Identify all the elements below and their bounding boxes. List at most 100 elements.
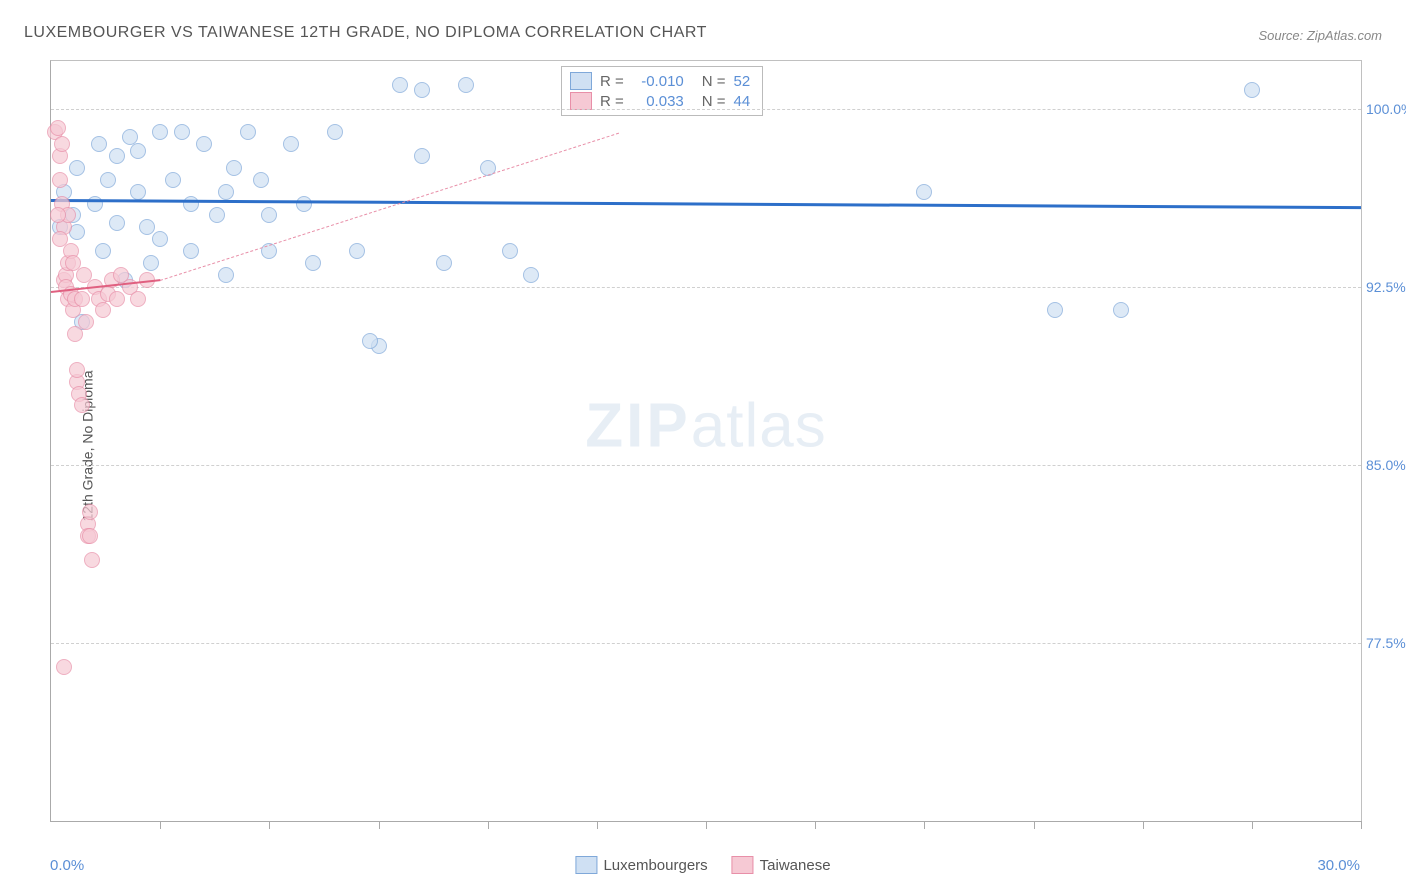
data-point <box>1113 302 1129 318</box>
data-point <box>253 172 269 188</box>
n-label: N = <box>702 93 726 110</box>
legend-swatch <box>570 92 592 110</box>
x-tick <box>815 821 816 829</box>
data-point <box>139 219 155 235</box>
chart-title: LUXEMBOURGER VS TAIWANESE 12TH GRADE, NO… <box>24 24 707 42</box>
watermark: ZIPatlas <box>585 390 826 461</box>
x-tick <box>1252 821 1253 829</box>
data-point <box>283 136 299 152</box>
x-axis-max-label: 30.0% <box>1317 857 1360 874</box>
data-point <box>1244 82 1260 98</box>
data-point <box>261 207 277 223</box>
data-point <box>52 172 68 188</box>
gridline <box>51 287 1361 288</box>
series-legend: Luxembourgers Taiwanese <box>575 856 830 874</box>
x-axis-min-label: 0.0% <box>50 857 84 874</box>
data-point <box>218 267 234 283</box>
x-tick <box>160 821 161 829</box>
legend-label: Luxembourgers <box>603 857 707 874</box>
data-point <box>82 528 98 544</box>
data-point <box>78 314 94 330</box>
data-point <box>392 77 408 93</box>
data-point <box>458 77 474 93</box>
x-tick <box>924 821 925 829</box>
y-tick-label: 100.0% <box>1366 101 1406 117</box>
data-point <box>165 172 181 188</box>
data-point <box>209 207 225 223</box>
x-tick <box>706 821 707 829</box>
x-tick <box>488 821 489 829</box>
data-point <box>349 243 365 259</box>
data-point <box>69 160 85 176</box>
gridline <box>51 109 1361 110</box>
legend-item: Luxembourgers <box>575 856 707 874</box>
n-label: N = <box>702 73 726 90</box>
data-point <box>82 504 98 520</box>
data-point <box>305 255 321 271</box>
r-label: R = <box>600 73 624 90</box>
data-point <box>183 196 199 212</box>
x-tick <box>1143 821 1144 829</box>
data-point <box>95 302 111 318</box>
data-point <box>296 196 312 212</box>
data-point <box>109 291 125 307</box>
data-point <box>196 136 212 152</box>
data-point <box>174 124 190 140</box>
data-point <box>130 291 146 307</box>
source-credit: Source: ZipAtlas.com <box>1258 28 1382 43</box>
legend-swatch <box>732 856 754 874</box>
legend-swatch <box>575 856 597 874</box>
data-point <box>414 148 430 164</box>
data-point <box>523 267 539 283</box>
data-point <box>1047 302 1063 318</box>
data-point <box>152 231 168 247</box>
data-point <box>130 143 146 159</box>
legend-item: Taiwanese <box>732 856 831 874</box>
data-point <box>436 255 452 271</box>
x-tick <box>1034 821 1035 829</box>
data-point <box>87 196 103 212</box>
stats-row: R =-0.010N =52 <box>570 71 750 91</box>
trend-line <box>51 199 1361 209</box>
scatter-chart: ZIPatlas R =-0.010N =52R =0.033N =44 100… <box>50 60 1362 822</box>
data-point <box>95 243 111 259</box>
data-point <box>56 659 72 675</box>
data-point <box>916 184 932 200</box>
data-point <box>50 207 66 223</box>
data-point <box>69 362 85 378</box>
r-value: 0.033 <box>632 93 684 110</box>
data-point <box>327 124 343 140</box>
data-point <box>74 291 90 307</box>
x-tick <box>269 821 270 829</box>
data-point <box>240 124 256 140</box>
data-point <box>218 184 234 200</box>
x-tick <box>597 821 598 829</box>
y-tick-label: 77.5% <box>1366 635 1406 651</box>
data-point <box>183 243 199 259</box>
legend-swatch <box>570 72 592 90</box>
n-value: 52 <box>734 73 751 90</box>
x-tick <box>379 821 380 829</box>
y-tick-label: 85.0% <box>1366 457 1406 473</box>
trend-line-extrapolated <box>160 132 619 280</box>
r-label: R = <box>600 93 624 110</box>
data-point <box>54 136 70 152</box>
data-point <box>52 231 68 247</box>
gridline <box>51 465 1361 466</box>
data-point <box>143 255 159 271</box>
data-point <box>362 333 378 349</box>
data-point <box>414 82 430 98</box>
legend-label: Taiwanese <box>760 857 831 874</box>
data-point <box>100 172 116 188</box>
data-point <box>130 184 146 200</box>
data-point <box>152 124 168 140</box>
data-point <box>91 136 107 152</box>
data-point <box>109 215 125 231</box>
data-point <box>84 552 100 568</box>
data-point <box>74 397 90 413</box>
gridline <box>51 643 1361 644</box>
data-point <box>50 120 66 136</box>
data-point <box>226 160 242 176</box>
n-value: 44 <box>734 93 751 110</box>
y-tick-label: 92.5% <box>1366 279 1406 295</box>
